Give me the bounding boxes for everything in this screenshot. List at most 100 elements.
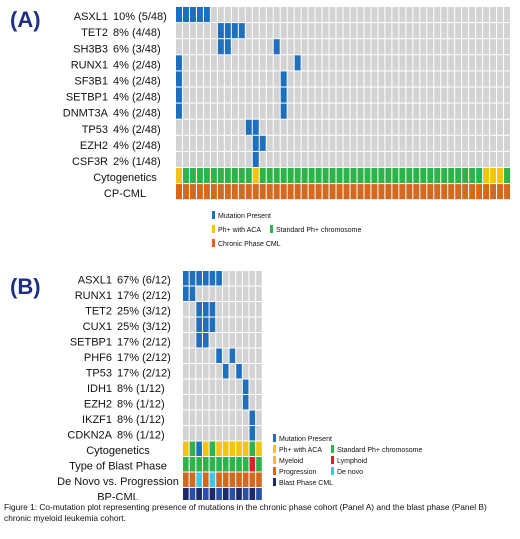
a-cell-empty bbox=[371, 87, 378, 103]
a-cell-empty bbox=[287, 7, 294, 23]
b-cell-mutated bbox=[196, 271, 202, 286]
a-track-cell bbox=[336, 184, 343, 200]
a-track-cell bbox=[469, 184, 476, 200]
a-cell-empty bbox=[182, 151, 189, 167]
a-cell-empty bbox=[427, 55, 434, 71]
a-cell-empty bbox=[259, 87, 266, 103]
a-cell-empty bbox=[308, 119, 315, 135]
a-cell-empty bbox=[224, 55, 231, 71]
a-track-cell bbox=[462, 184, 469, 200]
b-cell-empty bbox=[189, 333, 196, 348]
a-cell-empty bbox=[420, 55, 427, 71]
b-cell-empty bbox=[242, 302, 249, 317]
a-cell-empty bbox=[469, 7, 476, 23]
b-cell-empty bbox=[222, 348, 229, 363]
a-cell-empty bbox=[427, 39, 434, 55]
a-cell-empty bbox=[245, 87, 252, 103]
b-track-cell bbox=[209, 488, 216, 500]
b-cell-mutated bbox=[209, 317, 216, 332]
a-cell-empty bbox=[371, 135, 378, 151]
b-gene-name: CDKN2A bbox=[67, 430, 112, 442]
b-legend-swatch bbox=[273, 434, 276, 442]
a-cell-empty bbox=[350, 87, 357, 103]
a-cell-empty bbox=[350, 135, 357, 151]
a-cell-empty bbox=[406, 87, 413, 103]
a-cell-empty bbox=[196, 135, 203, 151]
a-cell-empty bbox=[301, 87, 308, 103]
b-gene-frequency: 8% (1/12) bbox=[117, 399, 165, 411]
b-cell-empty bbox=[236, 348, 242, 363]
a-cell-empty bbox=[364, 87, 371, 103]
a-track-cell bbox=[504, 184, 511, 200]
a-cell-empty bbox=[483, 39, 490, 55]
b-cell-empty bbox=[209, 426, 216, 441]
a-cell-empty bbox=[385, 135, 392, 151]
panel-b-letter: (B) bbox=[10, 274, 41, 299]
a-legend-swatch bbox=[212, 239, 215, 247]
a-gene-frequency: 4% (2/48) bbox=[113, 108, 161, 120]
a-track-cell bbox=[182, 168, 189, 184]
a-cell-empty bbox=[176, 39, 182, 55]
a-cell-empty bbox=[308, 23, 315, 39]
a-track-cell bbox=[238, 184, 245, 200]
a-cell-empty bbox=[476, 7, 483, 23]
a-track-cell bbox=[427, 184, 434, 200]
a-cell-empty bbox=[294, 103, 301, 119]
a-cell-empty bbox=[483, 87, 490, 103]
a-cell-mutated bbox=[280, 71, 287, 87]
a-cell-empty bbox=[490, 7, 497, 23]
b-cell-empty bbox=[256, 271, 262, 286]
a-cell-empty bbox=[364, 103, 371, 119]
a-track-cell bbox=[378, 168, 385, 184]
b-track-cell bbox=[183, 472, 189, 487]
a-cell-empty bbox=[504, 151, 511, 167]
a-cell-empty bbox=[441, 87, 448, 103]
a-cell-empty bbox=[371, 103, 378, 119]
panel-b-gene-labels: ASXL1 67% (6/12) RUNX1 17% (2/12) TET2 25% (3… bbox=[57, 275, 179, 501]
a-cell-empty bbox=[301, 103, 308, 119]
a-track-label: Cytogenetics bbox=[93, 172, 157, 184]
a-cell-empty bbox=[350, 23, 357, 39]
a-cell-empty bbox=[469, 71, 476, 87]
b-cell-empty bbox=[183, 333, 189, 348]
a-cell-empty bbox=[406, 71, 413, 87]
b-track-cell bbox=[236, 441, 242, 456]
a-cell-empty bbox=[371, 39, 378, 55]
b-cell-mutated bbox=[202, 271, 209, 286]
a-track-cell bbox=[371, 168, 378, 184]
a-cell-empty bbox=[182, 119, 189, 135]
b-cell-empty bbox=[256, 317, 262, 332]
a-cell-empty bbox=[462, 119, 469, 135]
a-track-cell bbox=[483, 168, 490, 184]
a-cell-empty bbox=[266, 119, 273, 135]
b-cell-empty bbox=[229, 426, 236, 441]
b-cell-empty bbox=[222, 426, 229, 441]
a-cell-empty bbox=[245, 103, 252, 119]
a-track-cell bbox=[322, 168, 329, 184]
a-cell-empty bbox=[406, 103, 413, 119]
a-track-cell bbox=[189, 184, 196, 200]
a-cell-empty bbox=[210, 119, 217, 135]
a-cell-empty bbox=[399, 151, 406, 167]
b-cell-empty bbox=[249, 333, 256, 348]
a-cell-empty bbox=[266, 7, 273, 23]
b-track-cell bbox=[196, 457, 202, 472]
a-track-cell bbox=[392, 168, 399, 184]
b-cell-empty bbox=[202, 348, 209, 363]
b-grid-background bbox=[182, 270, 263, 500]
b-track-cell bbox=[183, 441, 189, 456]
a-cell-empty bbox=[462, 39, 469, 55]
a-track-cell bbox=[371, 184, 378, 200]
a-cell-empty bbox=[406, 135, 413, 151]
a-cell-empty bbox=[399, 135, 406, 151]
a-cell-empty bbox=[182, 71, 189, 87]
a-cell-mutated bbox=[238, 23, 245, 39]
a-cell-empty bbox=[504, 39, 511, 55]
a-gene-frequency: 2% (1/48) bbox=[113, 156, 161, 168]
a-track-cell bbox=[483, 184, 490, 200]
a-cell-empty bbox=[357, 23, 364, 39]
b-cell-empty bbox=[229, 333, 236, 348]
b-cell-empty bbox=[242, 333, 249, 348]
a-cell-empty bbox=[245, 151, 252, 167]
a-cell-empty bbox=[231, 71, 238, 87]
